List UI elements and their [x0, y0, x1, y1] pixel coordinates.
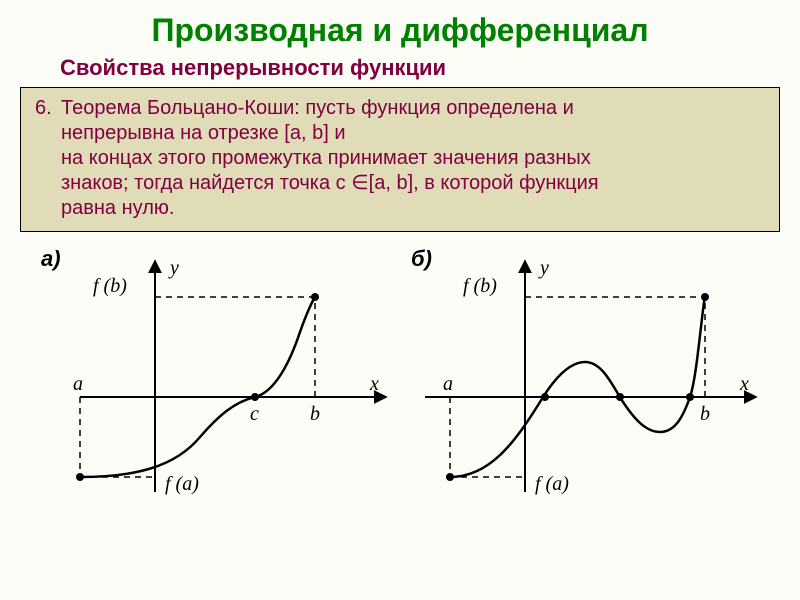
chart-b-point-fb: [701, 293, 709, 301]
page-subtitle: Свойства непрерывности функции: [20, 55, 780, 81]
chart-a-label-fb: f (b): [93, 275, 127, 297]
chart-a: а): [35, 242, 395, 502]
chart-b: б) y x a: [405, 242, 765, 502]
theorem-line-2: на концах этого промежутка принимает зна…: [35, 147, 591, 169]
theorem-line-4: равна нулю.: [35, 197, 174, 219]
chart-a-point-fb: [311, 293, 319, 301]
chart-b-label-x: x: [739, 373, 749, 395]
chart-b-label-y: y: [538, 257, 549, 279]
theorem-line-0: Теорема Больцано-Коши: пусть функция опр…: [61, 97, 574, 119]
chart-a-label-b: b: [310, 403, 320, 425]
chart-b-curve: [450, 297, 705, 477]
chart-a-point-c: [251, 393, 259, 401]
chart-b-label-b: b: [700, 403, 710, 425]
theorem-line-1: непрерывна на отрезке [a, b] и: [35, 122, 346, 144]
chart-b-point-z2: [616, 393, 624, 401]
theorem-line-3: знаков; тогда найдется точка c ∈[a, b], …: [35, 172, 599, 194]
chart-a-point-fa: [76, 473, 84, 481]
chart-b-point-z1: [541, 393, 549, 401]
chart-a-label-y: y: [168, 257, 179, 279]
page-title: Производная и дифференциал: [20, 12, 780, 49]
chart-a-label-fa: f (a): [165, 473, 199, 495]
chart-b-label-fa: f (a): [535, 473, 569, 495]
slide: Производная и дифференциал Свойства непр…: [0, 0, 800, 600]
chart-a-label-c: c: [250, 403, 259, 425]
chart-a-svg: y x a b c f (b) f (a): [35, 242, 395, 502]
chart-b-label-fb: f (b): [463, 275, 497, 297]
theorem-box: 6.Теорема Больцано-Коши: пусть функция о…: [20, 87, 780, 232]
theorem-text: 6.Теорема Больцано-Коши: пусть функция о…: [35, 96, 765, 221]
chart-a-label-a: a: [73, 373, 83, 395]
charts-row: а): [20, 238, 780, 502]
chart-b-point-z3: [686, 393, 694, 401]
chart-b-point-fa: [446, 473, 454, 481]
chart-a-label-x: x: [369, 373, 379, 395]
chart-b-svg: y x a b f (b) f (a): [405, 242, 765, 502]
chart-a-curve: [80, 297, 315, 477]
chart-b-label-a: a: [443, 373, 453, 395]
theorem-number: 6.: [35, 96, 61, 121]
